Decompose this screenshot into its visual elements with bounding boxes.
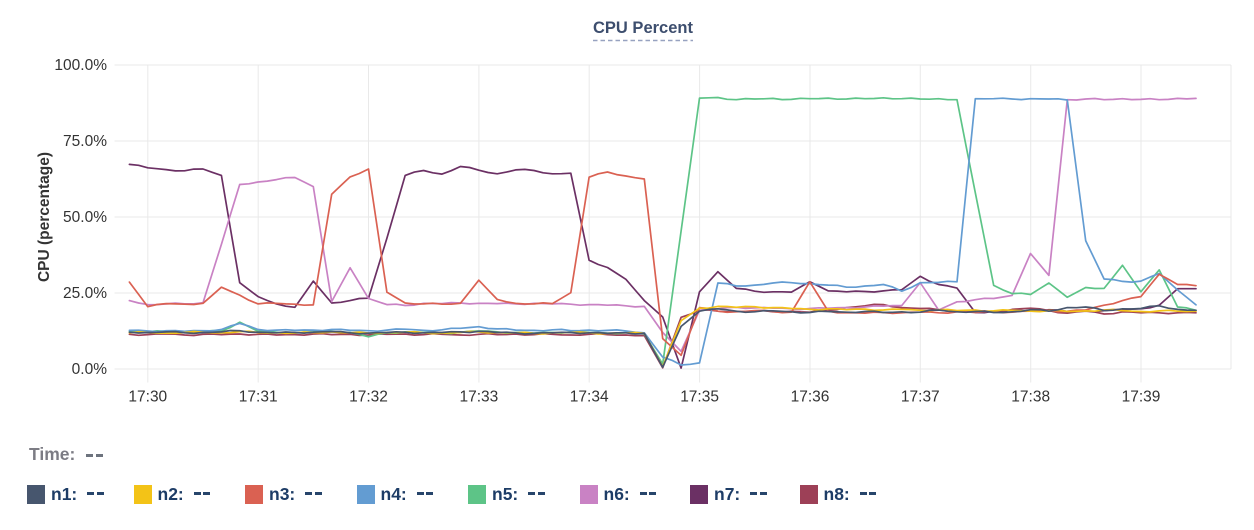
svg-text:17:37: 17:37	[901, 389, 940, 406]
svg-text:75.0%: 75.0%	[63, 133, 107, 150]
svg-text:17:36: 17:36	[791, 389, 830, 406]
svg-text:17:33: 17:33	[460, 389, 499, 406]
svg-text:17:35: 17:35	[680, 389, 719, 406]
svg-text:0.0%: 0.0%	[72, 361, 108, 378]
svg-text:CPU Percent: CPU Percent	[593, 19, 693, 37]
svg-text:50.0%: 50.0%	[63, 209, 107, 226]
svg-text:17:34: 17:34	[570, 389, 609, 406]
svg-text:CPU (percentage): CPU (percentage)	[36, 152, 53, 282]
svg-text:17:32: 17:32	[349, 389, 388, 406]
svg-text:17:31: 17:31	[239, 389, 278, 406]
svg-text:25.0%: 25.0%	[63, 285, 107, 302]
svg-text:17:38: 17:38	[1011, 389, 1050, 406]
svg-text:100.0%: 100.0%	[54, 57, 107, 74]
svg-text:17:30: 17:30	[128, 389, 167, 406]
svg-text:17:39: 17:39	[1122, 389, 1161, 406]
